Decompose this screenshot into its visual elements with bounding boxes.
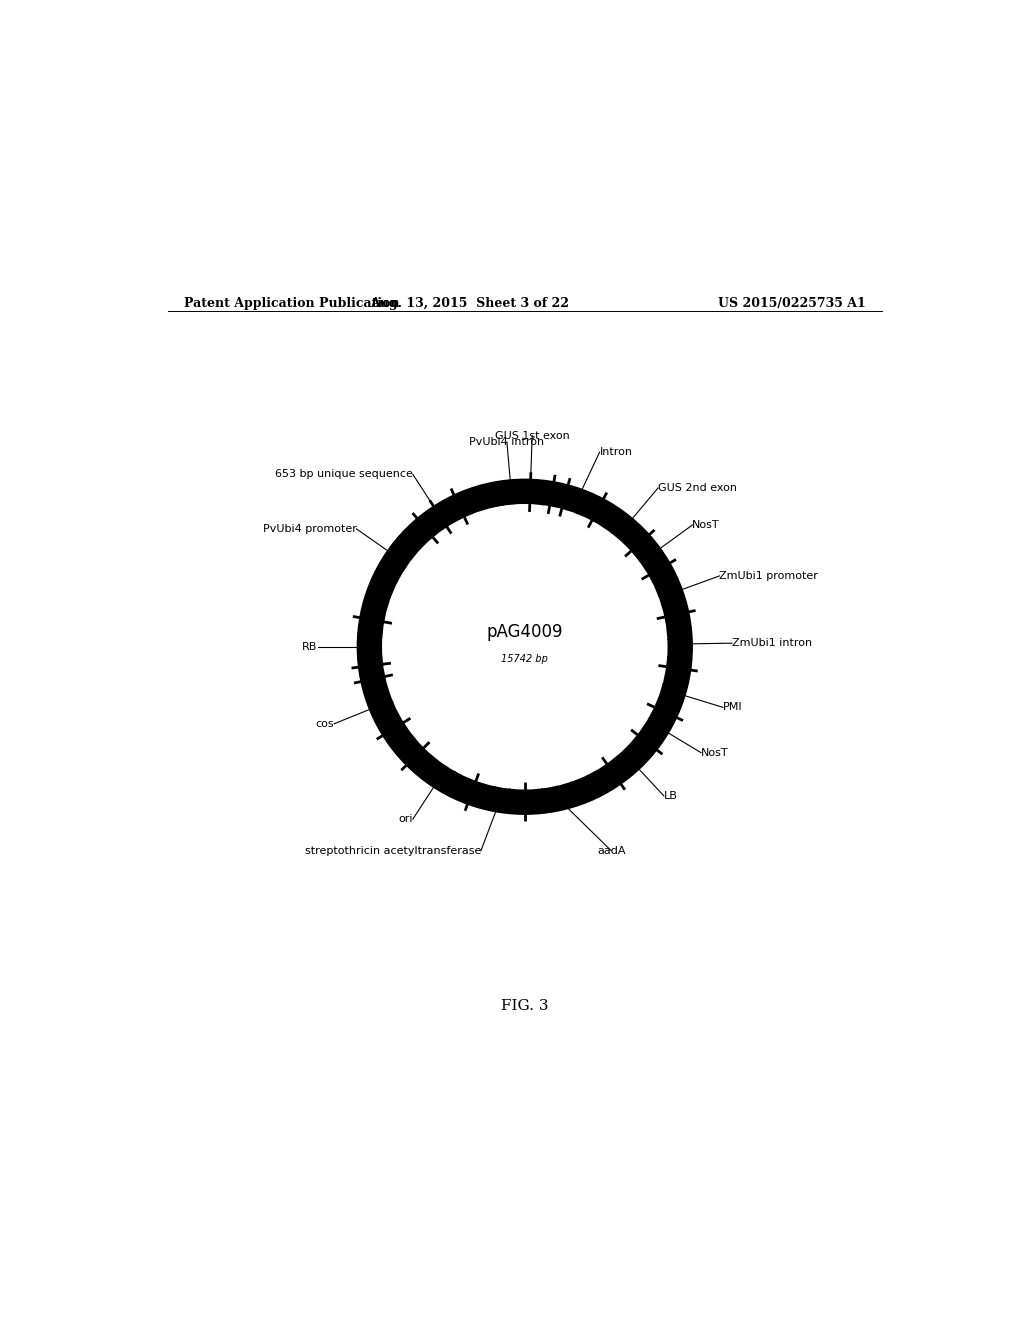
Polygon shape <box>499 482 506 506</box>
Text: ori: ori <box>398 814 413 824</box>
Text: PMI: PMI <box>723 702 742 713</box>
Polygon shape <box>587 775 598 797</box>
Text: FIG. 3: FIG. 3 <box>501 999 549 1014</box>
Text: streptothricin acetyltransferase: streptothricin acetyltransferase <box>304 846 481 855</box>
Text: Patent Application Publication: Patent Application Publication <box>183 297 399 310</box>
Text: ZmUbi1 intron: ZmUbi1 intron <box>732 638 812 648</box>
Text: US 2015/0225735 A1: US 2015/0225735 A1 <box>718 297 866 310</box>
Polygon shape <box>663 684 686 692</box>
Circle shape <box>357 479 692 814</box>
Text: GUS 1st exon: GUS 1st exon <box>495 430 569 441</box>
Text: pAG4009: pAG4009 <box>486 623 563 642</box>
Text: NosT: NosT <box>692 520 720 531</box>
Text: cos: cos <box>315 719 334 729</box>
Polygon shape <box>577 491 585 513</box>
Polygon shape <box>371 702 393 711</box>
Polygon shape <box>570 781 579 805</box>
Text: 653 bp unique sequence: 653 bp unique sequence <box>275 470 413 479</box>
Polygon shape <box>658 587 681 597</box>
Text: LB: LB <box>664 791 678 801</box>
Polygon shape <box>543 482 549 506</box>
Polygon shape <box>504 788 510 813</box>
Text: 15742 bp: 15742 bp <box>502 655 548 664</box>
Text: PvUbi4 intron: PvUbi4 intron <box>469 437 545 447</box>
Polygon shape <box>487 787 495 810</box>
Text: NosT: NosT <box>701 747 729 758</box>
Polygon shape <box>639 546 658 561</box>
Text: RB: RB <box>302 642 317 652</box>
Polygon shape <box>443 771 456 792</box>
Polygon shape <box>555 785 562 809</box>
Polygon shape <box>387 553 407 566</box>
Polygon shape <box>539 788 545 812</box>
Text: Aug. 13, 2015  Sheet 3 of 22: Aug. 13, 2015 Sheet 3 of 22 <box>370 297 568 310</box>
Polygon shape <box>648 718 669 730</box>
Polygon shape <box>668 639 691 644</box>
Text: Intron: Intron <box>600 447 633 457</box>
Polygon shape <box>611 513 626 533</box>
Text: GUS 2nd exon: GUS 2nd exon <box>658 483 737 494</box>
Text: PvUbi4 promoter: PvUbi4 promoter <box>262 524 356 533</box>
Text: aadA: aadA <box>597 846 626 855</box>
Text: ZmUbi1 promoter: ZmUbi1 promoter <box>720 572 818 581</box>
Circle shape <box>383 504 667 789</box>
